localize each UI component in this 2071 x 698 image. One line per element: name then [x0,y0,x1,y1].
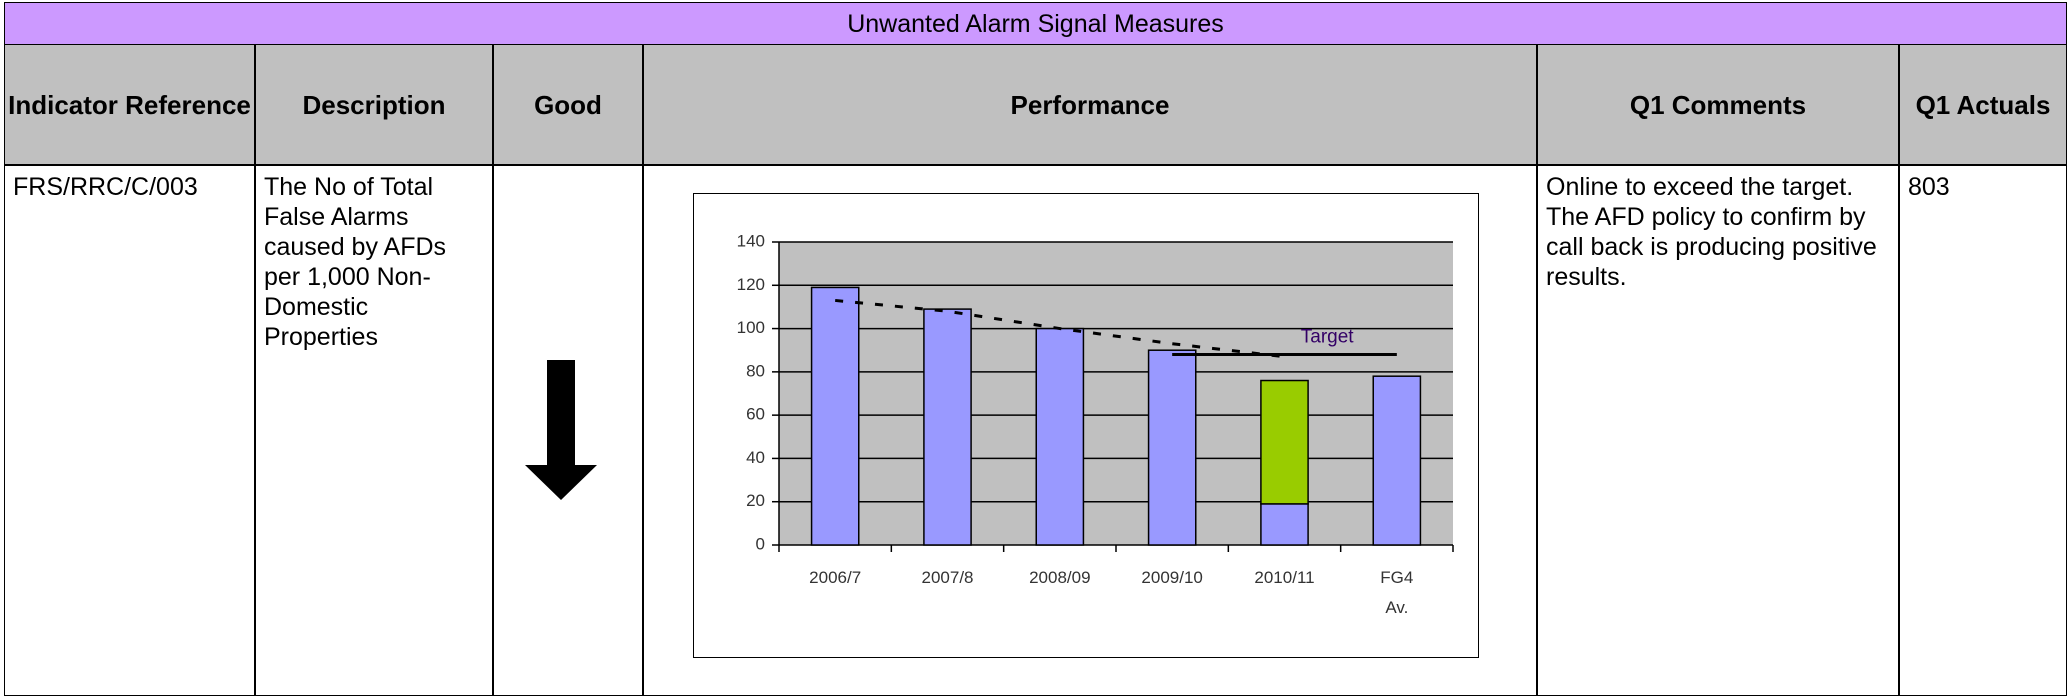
table-cell: 803 [1899,165,2067,696]
line-label: Target [1301,327,1355,348]
bar [1372,375,1422,546]
column-header: Good [493,44,643,165]
plot-area [779,242,1453,545]
y-tick-label: 20 [746,491,765,510]
bar [923,308,972,546]
column-header: Q1 Comments [1537,44,1899,165]
table-cell: The No of Total False Alarms caused by A… [255,165,493,696]
bar [1035,327,1085,546]
trend-line [835,298,1285,359]
good-direction-arrow [525,360,597,500]
table-cell [493,165,643,696]
bar [1260,503,1309,546]
y-tick-label: 120 [737,275,765,294]
table-title: Unwanted Alarm Signal Measures [4,2,2067,45]
y-tick-label: 60 [746,405,765,424]
y-tick-label: 140 [737,231,765,250]
column-header: Q1 Actuals [1899,44,2067,165]
x-tick-label: FG4 Av. [1380,568,1414,617]
table-cell: Online to exceed the target. The AFD pol… [1537,165,1899,696]
table-cell [643,165,1537,696]
table-cell: FRS/RRC/C/003 [4,165,255,696]
chart-frame [693,193,1479,658]
x-tick-label: 2009/10 [1141,568,1203,587]
y-tick-label: 40 [746,448,765,467]
bar [1260,379,1309,505]
x-tick-label: 2008/09 [1029,568,1091,587]
y-tick-label: 0 [756,534,765,553]
x-tick-label: 2007/8 [921,568,974,587]
column-header: Description [255,44,493,165]
y-tick-label: 80 [746,361,765,380]
column-header: Indicator Reference [4,44,255,165]
bar [810,286,860,546]
x-tick-label: 2006/7 [809,568,862,587]
x-tick-label: 2010/11 [1254,568,1315,587]
column-header: Performance [643,44,1537,165]
y-tick-label: 100 [737,318,765,337]
bar [1147,349,1197,546]
